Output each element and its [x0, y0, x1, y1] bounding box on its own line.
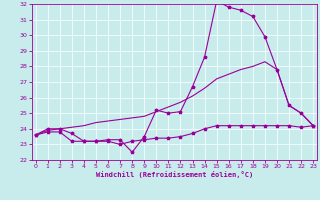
- X-axis label: Windchill (Refroidissement éolien,°C): Windchill (Refroidissement éolien,°C): [96, 171, 253, 178]
